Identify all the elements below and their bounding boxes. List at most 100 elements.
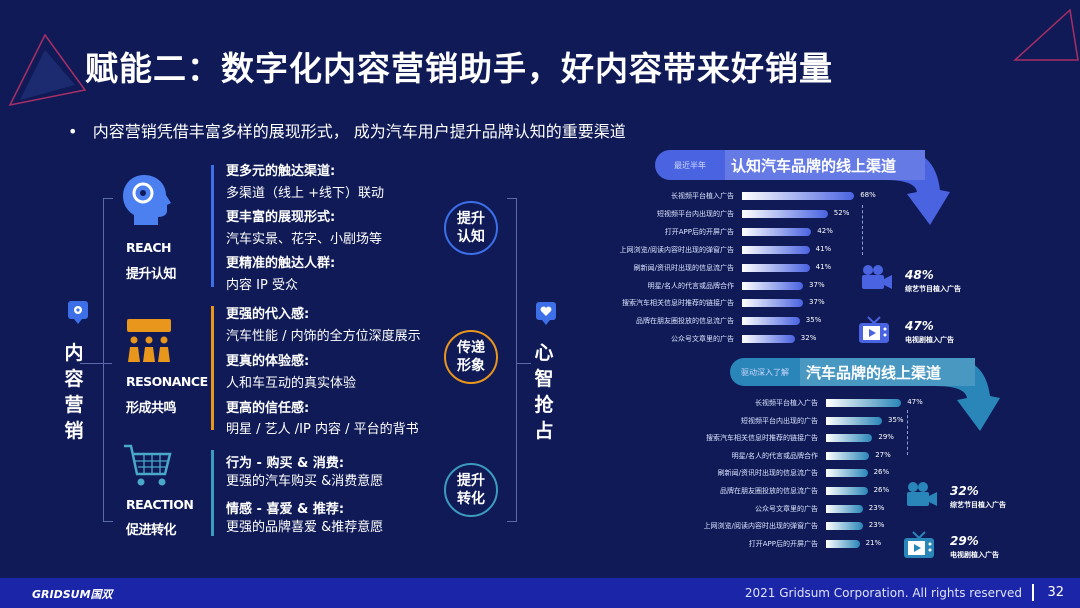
callout-value: 29%: [950, 534, 979, 548]
chart-row: 刷新闻/资讯时出现的信息流广告: [522, 263, 742, 273]
stage-en: REACTION: [126, 497, 194, 512]
feature-detail: 汽车实景、花字、小剧场等: [226, 232, 383, 247]
bar-value: 41%: [815, 244, 832, 253]
feature-detail: 多渠道（线上 +线下）联动: [226, 186, 385, 201]
chart-row: 打开APP后的开屏广告: [522, 227, 742, 237]
copyright: 2021 Gridsum Corporation. All rights res…: [744, 586, 1022, 600]
bar: [826, 469, 868, 478]
decor-triangle-right: [1013, 8, 1079, 61]
bar-value: 68%: [860, 191, 876, 199]
page-number: 32: [1047, 585, 1064, 600]
left-label: 内容营销: [64, 342, 84, 442]
stage-bar: [211, 165, 214, 287]
chart-row: 公众号文章里的广告: [522, 334, 742, 344]
left-arrow-line: [80, 363, 112, 364]
bar: [826, 416, 882, 425]
dashed-connector: [907, 410, 908, 455]
right-label: 心智抢占: [534, 342, 554, 442]
stage-en: RESONANCE: [126, 374, 208, 389]
location-icon: [68, 301, 88, 324]
chart-title: 认知汽车品牌的线上渠道: [725, 150, 925, 180]
chart-row: 打开APP后的开屏广告: [606, 539, 826, 549]
chart-row: 上网浏览/阅读内容时出现的弹窗广告: [606, 521, 826, 531]
bar: [826, 487, 868, 495]
category-label: 上网浏览/阅读内容时出现的弹窗广告: [703, 522, 818, 531]
bar-value: 47%: [907, 398, 923, 406]
chart-row: 明星/名人的代言或品牌合作: [522, 281, 742, 291]
stage-cn: 形成共鸣: [126, 401, 177, 416]
bar: [826, 539, 860, 548]
chart-row: 长视频平台植入广告: [606, 398, 826, 408]
stage-circle: 提升认知: [444, 201, 498, 255]
callout-value: 48%: [905, 268, 934, 282]
bar-value: 37%: [809, 298, 825, 307]
chart-tag: 最近半年: [674, 160, 706, 170]
bar-value: 41%: [815, 262, 832, 271]
feature-heading: 更精准的触达人群:: [226, 256, 336, 271]
bar: [742, 227, 812, 236]
heart-icon: [536, 302, 556, 325]
chart-row: 短视频平台内出现的广告: [522, 209, 742, 219]
bar-value: 29%: [878, 433, 894, 442]
callout-label: 电视剧植入广告: [950, 551, 999, 559]
callout-value: 32%: [950, 484, 979, 498]
tv-icon: [859, 316, 889, 343]
chart-header: 驱动深入了解 汽车品牌的线上渠道: [730, 358, 975, 386]
bullet-label: 内容营销凭借丰富多样的展现形式， 成为汽车用户提升品牌认知的重要渠道: [92, 122, 626, 141]
bar-value: 52%: [833, 208, 850, 217]
bar: [742, 263, 810, 272]
feature-heading: 更真的体验感:: [226, 354, 310, 369]
stage-circle-label: 提升转化: [457, 473, 485, 507]
bar-value: 23%: [868, 503, 885, 512]
category-label: 打开APP后的开屏广告: [748, 539, 818, 548]
bar-value: 35%: [805, 316, 822, 325]
dashed-connector: [862, 205, 863, 255]
bar: [742, 281, 804, 290]
gridsum-logo: GRIDSUM国双: [32, 588, 113, 601]
bar-value: 42%: [817, 226, 833, 235]
bar: [826, 504, 863, 513]
left-bracket: [103, 198, 113, 522]
feature-heading: 行为 - 购买 & 消费:: [226, 456, 345, 471]
bar: [826, 434, 873, 443]
feature-detail: 人和车互动的真实体验: [226, 376, 357, 391]
right-arrow-line: [517, 363, 531, 364]
stage-circle-label: 提升认知: [457, 211, 485, 245]
stage-cn: 促进转化: [126, 523, 177, 538]
category-label: 长视频平台植入广告: [755, 399, 818, 407]
shopping-cart-icon: [124, 444, 172, 486]
category-label: 打开APP后的开屏广告: [664, 227, 734, 236]
category-label: 搜索汽车相关信息时推荐的链接广告: [706, 434, 818, 443]
stage-circle-label: 传递形象: [457, 340, 485, 374]
camera-icon: [907, 482, 937, 506]
bar-value: 26%: [873, 468, 890, 477]
feature-heading: 更多元的触达渠道:: [226, 164, 336, 179]
stage-en: REACH: [126, 240, 171, 255]
bar: [742, 209, 828, 218]
bar: [742, 335, 795, 344]
feature-heading: 更强的代入感:: [226, 307, 310, 322]
feature-detail: 更强的品牌喜爱 &推荐意愿: [226, 520, 384, 535]
callout-label: 电视剧植入广告: [905, 336, 954, 344]
category-label: 搜索汽车相关信息时推荐的链接广告: [622, 299, 734, 308]
category-label: 明星/名人的代言或品牌合作: [731, 451, 818, 460]
feature-detail: 明星 / 艺人 /IP 内容 / 平台的背书: [226, 422, 419, 437]
bar: [742, 192, 855, 200]
category-label: 上网浏览/阅读内容时出现的弹窗广告: [619, 245, 734, 254]
audience-icon: [127, 319, 171, 362]
bar-value: 35%: [888, 415, 904, 424]
footer: GRIDSUM国双 2021 Gridsum Corporation. All …: [0, 578, 1080, 608]
chart-row: 长视频平台植入广告: [522, 191, 742, 201]
category-label: 公众号文章里的广告: [671, 335, 734, 344]
category-label: 明星/名人的代言或品牌合作: [647, 281, 734, 290]
category-label: 短视频平台内出现的广告: [741, 416, 818, 425]
bar-value: 32%: [800, 334, 817, 343]
feature-heading: 更丰富的展现形式:: [226, 210, 336, 225]
bar-value: 21%: [865, 538, 882, 547]
tv-icon: [904, 531, 934, 558]
chart-row: 公众号文章里的广告: [606, 504, 826, 514]
bar-value: 27%: [875, 450, 891, 459]
stage-cn: 提升认知: [126, 267, 177, 282]
bar: [826, 522, 863, 531]
chart-row: 上网浏览/阅读内容时出现的弹窗广告: [522, 245, 742, 255]
